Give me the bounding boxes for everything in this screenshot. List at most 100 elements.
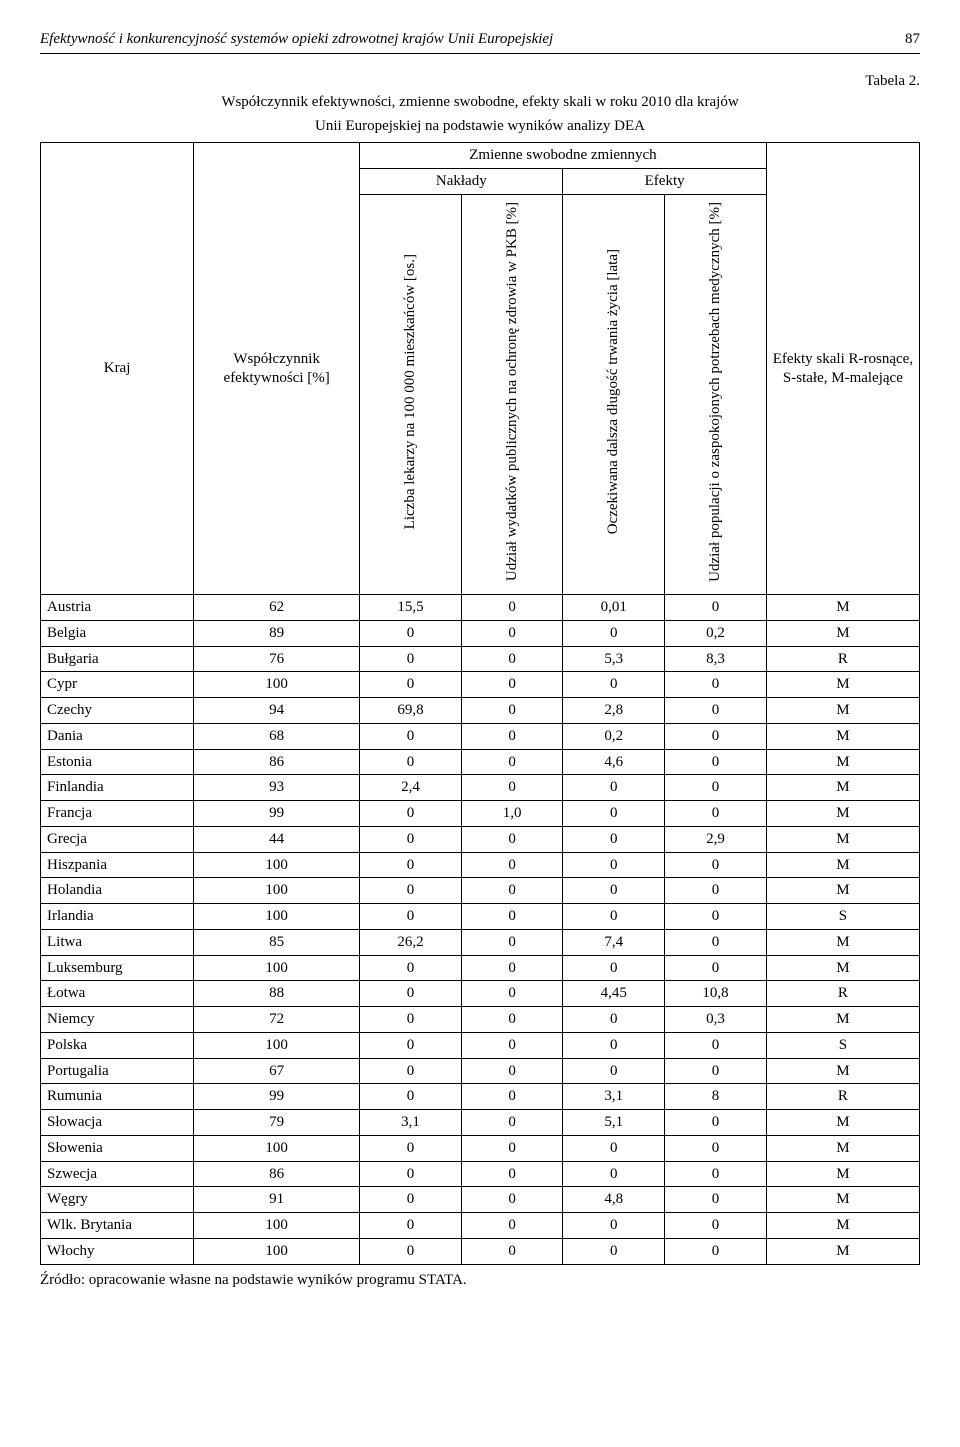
cell-value: 0 [665,1032,767,1058]
cell-skali: M [766,1058,919,1084]
cell-value: 0 [461,1032,563,1058]
cell-value: 0 [665,1213,767,1239]
cell-skali: M [766,1187,919,1213]
cell-value: 0 [461,955,563,981]
cell-value: 0 [461,1213,563,1239]
data-table: Kraj Współczynnik efektywności [%] Zmien… [40,142,920,1265]
cell-value: 0 [563,1032,665,1058]
cell-value: 0 [563,955,665,981]
cell-value: 0 [360,723,462,749]
cell-skali: M [766,620,919,646]
cell-skali: R [766,1084,919,1110]
cell-value: 0 [360,646,462,672]
cell-value: 0 [360,878,462,904]
cell-value: 0 [665,1187,767,1213]
cell-country: Słowenia [41,1135,194,1161]
cell-w: 100 [194,852,360,878]
col-zmienne: Zmienne swobodne zmiennych [360,143,767,169]
cell-value: 0 [563,1058,665,1084]
cell-w: 100 [194,1135,360,1161]
cell-value: 3,1 [360,1110,462,1136]
cell-value: 0 [360,1187,462,1213]
cell-value: 0 [360,1238,462,1264]
running-head: Efektywność i konkurencyjność systemów o… [40,30,920,49]
cell-w: 76 [194,646,360,672]
cell-value: 0 [665,1058,767,1084]
cell-w: 44 [194,826,360,852]
cell-skali: M [766,826,919,852]
cell-value: 0 [461,1110,563,1136]
table-row: Szwecja860000M [41,1161,920,1187]
cell-w: 68 [194,723,360,749]
table-row: Węgry91004,80M [41,1187,920,1213]
cell-country: Rumunia [41,1084,194,1110]
table-row: Luksemburg1000000M [41,955,920,981]
col-naklady: Nakłady [360,168,563,194]
cell-w: 100 [194,672,360,698]
cell-value: 0 [563,1213,665,1239]
cell-value: 4,45 [563,981,665,1007]
table-row: Finlandia932,4000M [41,775,920,801]
cell-value: 0 [461,904,563,930]
cell-value: 0,2 [665,620,767,646]
col-wydatki: Udział wydatków publicznych na ochronę z… [461,194,563,595]
cell-value: 0 [665,595,767,621]
cell-country: Niemcy [41,1007,194,1033]
cell-skali: S [766,904,919,930]
cell-value: 0 [665,723,767,749]
table-title-line1: Współczynnik efektywności, zmienne swobo… [40,93,920,112]
col-wspolczynnik: Współczynnik efektywności [%] [194,143,360,595]
cell-value: 0 [461,878,563,904]
cell-value: 0 [461,1007,563,1033]
cell-w: 99 [194,1084,360,1110]
cell-w: 89 [194,620,360,646]
cell-value: 0 [665,852,767,878]
table-title-line2: Unii Europejskiej na podstawie wyników a… [40,117,920,136]
cell-w: 94 [194,698,360,724]
cell-value: 0 [665,929,767,955]
cell-value: 0 [360,904,462,930]
cell-value: 0 [665,1110,767,1136]
cell-value: 69,8 [360,698,462,724]
col-populacja: Udział populacji o zaspokojonych potrzeb… [665,194,767,595]
cell-value: 0 [461,1238,563,1264]
cell-value: 8,3 [665,646,767,672]
cell-value: 0 [360,801,462,827]
cell-value: 0 [360,672,462,698]
cell-w: 100 [194,1213,360,1239]
cell-country: Dania [41,723,194,749]
cell-value: 0 [665,749,767,775]
cell-skali: M [766,1238,919,1264]
cell-value: 0 [563,672,665,698]
table-row: Słowenia1000000M [41,1135,920,1161]
cell-skali: M [766,595,919,621]
table-row: Francja9901,000M [41,801,920,827]
cell-skali: M [766,929,919,955]
cell-value: 0 [665,672,767,698]
cell-value: 0 [563,620,665,646]
page-number: 87 [905,30,920,49]
cell-value: 0 [563,1135,665,1161]
cell-country: Holandia [41,878,194,904]
cell-value: 0,3 [665,1007,767,1033]
cell-country: Litwa [41,929,194,955]
running-head-title: Efektywność i konkurencyjność systemów o… [40,30,553,49]
cell-value: 0 [461,595,563,621]
cell-value: 0 [360,981,462,1007]
cell-value: 0 [461,929,563,955]
cell-w: 100 [194,1032,360,1058]
table-row: Holandia1000000M [41,878,920,904]
cell-w: 100 [194,955,360,981]
cell-skali: M [766,1135,919,1161]
cell-value: 5,3 [563,646,665,672]
cell-skali: M [766,1007,919,1033]
cell-value: 0 [461,620,563,646]
table-row: Irlandia1000000S [41,904,920,930]
col-kraj: Kraj [41,143,194,595]
cell-country: Grecja [41,826,194,852]
cell-value: 0 [665,1161,767,1187]
cell-country: Finlandia [41,775,194,801]
cell-skali: R [766,981,919,1007]
table-row: Portugalia670000M [41,1058,920,1084]
cell-value: 0 [665,955,767,981]
